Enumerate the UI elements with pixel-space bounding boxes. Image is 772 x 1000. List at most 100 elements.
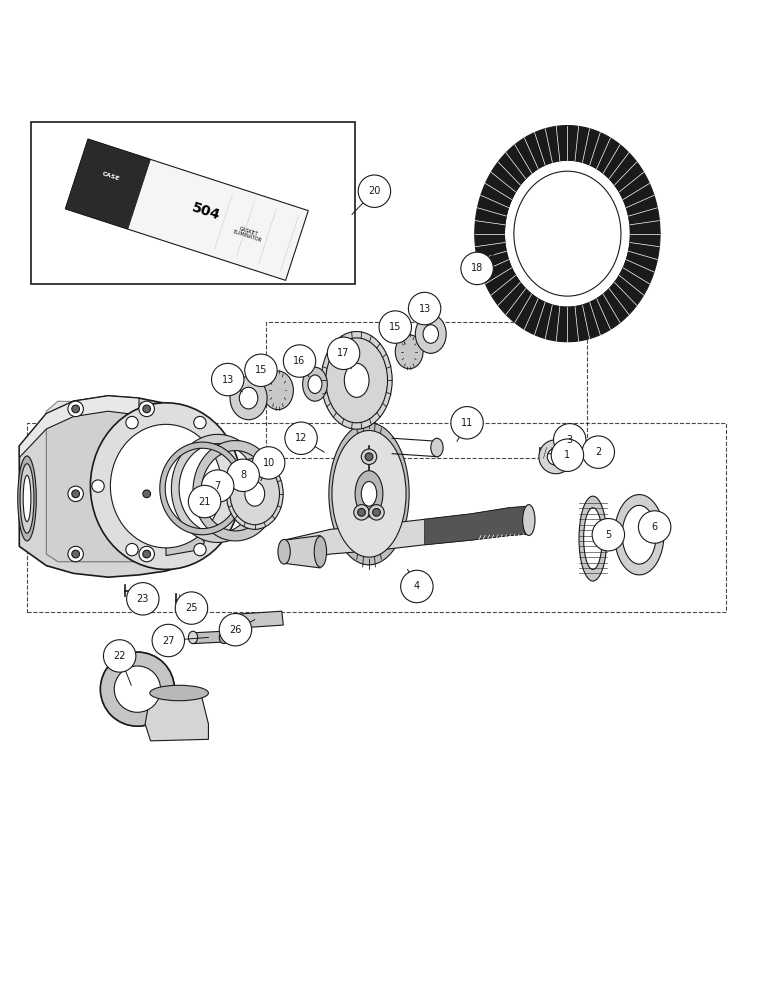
Polygon shape xyxy=(284,536,320,568)
Ellipse shape xyxy=(373,508,381,516)
Polygon shape xyxy=(615,495,664,575)
Ellipse shape xyxy=(230,463,279,525)
Text: 18: 18 xyxy=(471,263,483,273)
Ellipse shape xyxy=(139,546,154,562)
Circle shape xyxy=(127,583,159,615)
Ellipse shape xyxy=(365,453,373,461)
Text: 5: 5 xyxy=(605,530,611,540)
Text: 27: 27 xyxy=(162,636,174,646)
Ellipse shape xyxy=(321,332,392,429)
Text: 20: 20 xyxy=(368,186,381,196)
Text: 4: 4 xyxy=(414,581,420,591)
Circle shape xyxy=(379,311,411,343)
Ellipse shape xyxy=(143,550,151,558)
Ellipse shape xyxy=(92,480,104,492)
Circle shape xyxy=(227,459,259,492)
Text: 1: 1 xyxy=(564,450,571,460)
Ellipse shape xyxy=(110,424,222,548)
Ellipse shape xyxy=(584,508,602,569)
Circle shape xyxy=(252,447,285,479)
Circle shape xyxy=(285,422,317,454)
Polygon shape xyxy=(193,631,224,644)
Circle shape xyxy=(175,592,208,624)
Circle shape xyxy=(103,640,136,672)
Circle shape xyxy=(358,175,391,207)
Circle shape xyxy=(188,485,221,518)
Polygon shape xyxy=(100,652,174,726)
Ellipse shape xyxy=(23,475,31,522)
Ellipse shape xyxy=(514,171,621,296)
Polygon shape xyxy=(160,442,245,535)
Text: 25: 25 xyxy=(185,603,198,613)
Ellipse shape xyxy=(194,543,206,556)
Polygon shape xyxy=(66,139,151,229)
Polygon shape xyxy=(46,401,201,562)
Circle shape xyxy=(592,519,625,551)
Ellipse shape xyxy=(314,536,327,567)
Circle shape xyxy=(212,363,244,396)
Polygon shape xyxy=(19,396,139,458)
Ellipse shape xyxy=(303,367,327,401)
Ellipse shape xyxy=(354,505,369,520)
Text: 13: 13 xyxy=(222,375,234,385)
Ellipse shape xyxy=(504,160,631,307)
Ellipse shape xyxy=(523,505,535,536)
Text: 21: 21 xyxy=(198,497,211,507)
Polygon shape xyxy=(171,434,264,542)
Circle shape xyxy=(451,407,483,439)
Ellipse shape xyxy=(395,335,423,369)
Text: 7: 7 xyxy=(215,481,221,491)
Text: 2: 2 xyxy=(595,447,601,457)
Ellipse shape xyxy=(72,405,80,413)
Text: 23: 23 xyxy=(137,594,149,604)
Ellipse shape xyxy=(278,539,290,564)
Polygon shape xyxy=(593,444,602,457)
Circle shape xyxy=(245,354,277,387)
Ellipse shape xyxy=(245,481,265,506)
Ellipse shape xyxy=(114,666,161,712)
Ellipse shape xyxy=(329,423,409,565)
Text: 26: 26 xyxy=(229,625,242,635)
Text: 15: 15 xyxy=(389,322,401,332)
Polygon shape xyxy=(66,139,308,280)
Ellipse shape xyxy=(355,471,383,517)
Polygon shape xyxy=(166,531,205,556)
Ellipse shape xyxy=(230,376,267,420)
Ellipse shape xyxy=(228,480,240,492)
Circle shape xyxy=(461,252,493,285)
Ellipse shape xyxy=(308,375,322,393)
Text: 10: 10 xyxy=(262,458,275,468)
Circle shape xyxy=(551,439,584,471)
Ellipse shape xyxy=(219,631,229,644)
Ellipse shape xyxy=(68,401,83,417)
Polygon shape xyxy=(145,693,208,741)
Polygon shape xyxy=(90,403,242,569)
Circle shape xyxy=(152,624,185,657)
Ellipse shape xyxy=(20,464,34,533)
Ellipse shape xyxy=(431,438,443,457)
Ellipse shape xyxy=(361,449,377,464)
Circle shape xyxy=(327,337,360,370)
Text: 17: 17 xyxy=(337,348,350,358)
Ellipse shape xyxy=(239,387,258,409)
Circle shape xyxy=(408,292,441,325)
Circle shape xyxy=(638,511,671,543)
Ellipse shape xyxy=(326,338,388,423)
Ellipse shape xyxy=(188,631,198,644)
Text: 8: 8 xyxy=(240,470,246,480)
Text: 16: 16 xyxy=(293,356,306,366)
Text: 6: 6 xyxy=(652,522,658,532)
Ellipse shape xyxy=(547,448,564,465)
Ellipse shape xyxy=(226,458,283,529)
Text: 11: 11 xyxy=(461,418,473,428)
Ellipse shape xyxy=(143,490,151,498)
Text: 3: 3 xyxy=(567,435,573,445)
Circle shape xyxy=(283,345,316,377)
Ellipse shape xyxy=(194,416,206,429)
Ellipse shape xyxy=(369,505,384,520)
Circle shape xyxy=(201,470,234,502)
Circle shape xyxy=(219,613,252,646)
Ellipse shape xyxy=(126,543,138,556)
Ellipse shape xyxy=(139,401,154,417)
Ellipse shape xyxy=(332,431,406,557)
